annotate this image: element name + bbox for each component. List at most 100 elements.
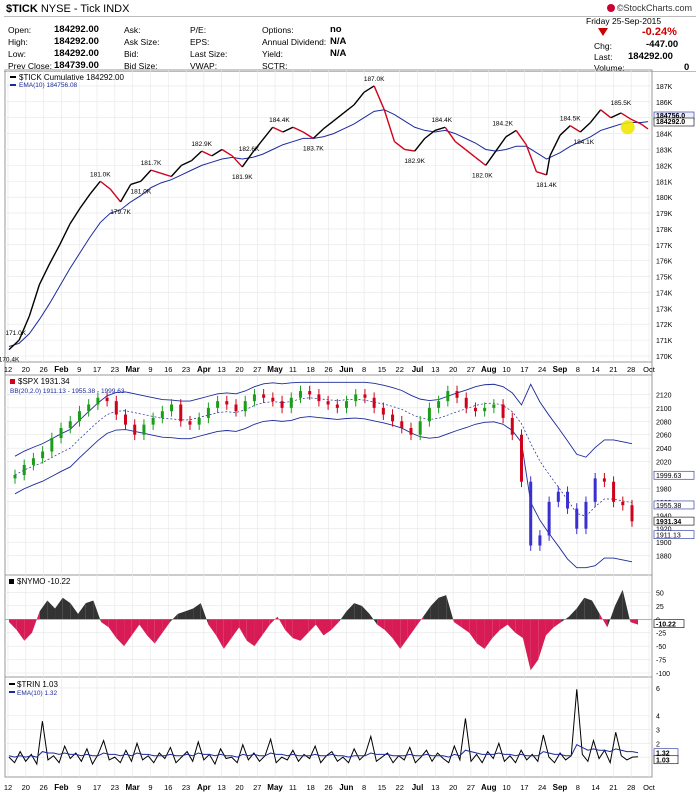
y-tick-label: 172K — [656, 322, 673, 329]
nymo-area-segment — [78, 603, 86, 620]
x-tick-label-bottom: Aug — [481, 783, 497, 792]
y-tick-label: 177K — [656, 243, 673, 250]
tick-price-segment — [38, 263, 51, 285]
last-value-tag — [653, 117, 695, 127]
exchange-name: NYSE - Tick INDX — [40, 3, 130, 15]
nymo-area-segment — [515, 619, 523, 639]
nymo-area-segment — [361, 605, 370, 620]
chg-value: -447.00 — [646, 39, 679, 50]
high-label: High: — [8, 37, 28, 47]
spx-candle — [179, 404, 183, 422]
spx-candle — [252, 394, 256, 402]
spx-candle — [593, 478, 597, 502]
nymo-area-segment — [108, 619, 117, 639]
x-tick-label-bottom: May — [267, 783, 283, 792]
y-tick-label: 1940 — [656, 513, 672, 520]
tick-price-segment — [302, 131, 314, 139]
nymo-area-segment — [507, 619, 516, 633]
tick-price-segment — [201, 150, 213, 157]
spx-candle — [206, 407, 210, 418]
last-value-tag-text: 1931.34 — [656, 519, 681, 526]
spx-candle — [124, 414, 128, 425]
x-tick-label-bottom: 9 — [77, 783, 81, 792]
prevclose-value: 184739.00 — [54, 60, 99, 71]
x-tick-label-bottom: Feb — [54, 783, 68, 792]
volume-label: Volume: — [594, 63, 625, 73]
x-tick-label-top: 17 — [520, 365, 528, 374]
x-tick-label-top: 17 — [93, 365, 101, 374]
x-tick-label-top: Oct — [643, 365, 656, 374]
tick-price-segment — [140, 169, 152, 182]
x-tick-label-top: 13 — [217, 365, 225, 374]
last-value-tag-text: 184292.0 — [656, 119, 685, 126]
nymo-area-segment — [430, 597, 439, 620]
spx-candle — [556, 491, 560, 502]
x-tick-label-top: 9 — [148, 365, 152, 374]
price-annotation: 184.1K — [573, 139, 594, 146]
nymo-area-segment — [415, 616, 424, 628]
nymo-area-segment — [24, 619, 33, 641]
spx-candle — [501, 404, 505, 418]
spx-candle — [566, 491, 570, 509]
nymo-area-segment — [338, 611, 347, 622]
nymo-area-segment — [124, 619, 132, 647]
tick-price-segment — [333, 112, 345, 122]
price-annotation: 184.2K — [492, 120, 513, 127]
y-tick-label: 6 — [656, 686, 660, 693]
last-value: 184292.00 — [628, 51, 673, 62]
spx-candle — [391, 414, 395, 422]
x-tick-label-bottom: 23 — [182, 783, 190, 792]
x-tick-label-bottom: 15 — [378, 783, 386, 792]
nymo-area-segment — [139, 619, 148, 636]
tick-price-segment — [569, 125, 581, 133]
last-value-tag — [653, 755, 679, 765]
tick-price-segment — [343, 104, 355, 114]
x-tick-label-bottom: 23 — [111, 783, 119, 792]
y-tick-label: 2060 — [656, 433, 672, 440]
tick-price-segment — [545, 155, 551, 176]
y-tick-label: 2100 — [656, 406, 672, 413]
tick-price-segment — [589, 109, 602, 123]
price-annotation: 185.5K — [611, 100, 632, 107]
spx-candle — [22, 464, 26, 475]
last-value-tag — [653, 530, 695, 539]
spx-candle — [13, 475, 17, 479]
nymo-area-segment — [553, 619, 562, 628]
y-tick-label: 50 — [656, 590, 664, 597]
spx-candle — [584, 501, 588, 529]
tick-price-segment — [191, 150, 203, 162]
spx-candle — [317, 394, 321, 402]
x-tick-label-bottom: 13 — [217, 783, 225, 792]
spx-candle — [308, 391, 312, 395]
low-value: 184292.00 — [54, 48, 99, 59]
y-tick-label: 1880 — [656, 554, 672, 561]
nymo-area-segment — [285, 619, 293, 639]
tick-price-segment — [59, 223, 71, 246]
nymo-area-segment — [377, 619, 385, 631]
tick-price-segment — [579, 121, 592, 133]
tick-price-segment — [640, 123, 649, 130]
nymo-area-segment — [499, 619, 508, 631]
x-tick-label-bottom: 27 — [467, 783, 475, 792]
spx-candle — [298, 391, 302, 398]
nymo-area-segment — [545, 619, 554, 636]
low-label: Low: — [8, 49, 26, 59]
x-tick-label-top: 8 — [362, 365, 366, 374]
x-tick-label-top: 24 — [538, 365, 546, 374]
nymo-area-segment — [484, 619, 493, 649]
price-annotation: 182.6K — [239, 146, 260, 153]
nymo-area-segment — [55, 597, 63, 620]
bid-label: Bid: — [124, 49, 139, 59]
vwap-label: VWAP: — [190, 61, 218, 71]
spx-candle — [105, 397, 109, 402]
quote-date: Friday 25-Sep-2015 — [586, 16, 662, 26]
tick-price-segment — [28, 284, 41, 317]
x-tick-label-top: 18 — [307, 365, 315, 374]
spx-candle — [289, 397, 293, 408]
x-tick-label-top: May — [267, 365, 283, 374]
brand-logo[interactable]: ©StockCharts.com — [606, 3, 692, 13]
spx-candle — [151, 417, 155, 425]
nymo-area-segment — [469, 619, 477, 644]
bidsize-label: Bid Size: — [124, 61, 158, 71]
